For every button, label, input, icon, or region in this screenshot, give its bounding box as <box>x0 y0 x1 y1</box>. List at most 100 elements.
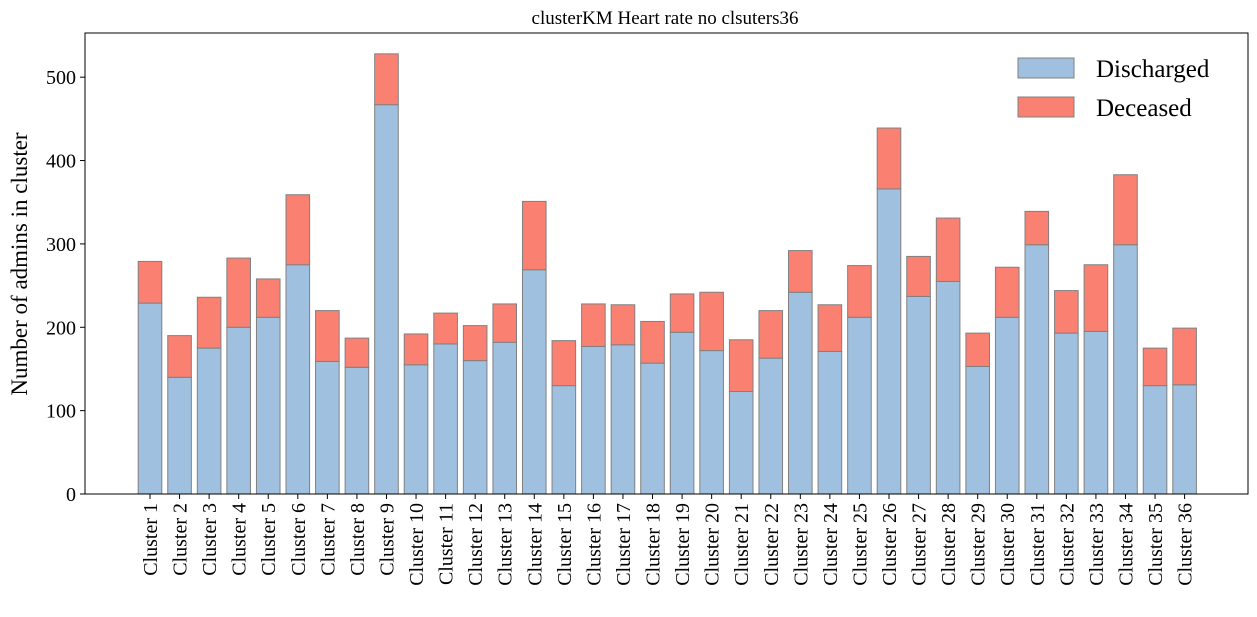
y-tick-label: 400 <box>46 151 76 173</box>
bar-discharged-30 <box>994 316 1020 495</box>
legend-swatch-discharged <box>1017 57 1075 79</box>
bar-deceased-5 <box>255 278 281 318</box>
bar-discharged-7 <box>315 360 340 495</box>
bar-deceased-31 <box>1024 210 1050 246</box>
legend-swatch-deceased <box>1017 96 1075 118</box>
bar-discharged-6 <box>285 264 311 495</box>
x-tick-label: Cluster 22 <box>761 503 783 586</box>
x-tick-label: Cluster 1 <box>140 503 162 576</box>
x-tick-label: Cluster 18 <box>643 503 665 586</box>
x-tick-label: Cluster 7 <box>317 503 339 576</box>
x-tick-label: Cluster 30 <box>997 503 1019 586</box>
bar-discharged-28 <box>935 280 961 495</box>
x-tick-label: Cluster 28 <box>938 503 960 586</box>
y-tick-label: 0 <box>66 484 76 506</box>
legend-label-discharged: Discharged <box>1096 56 1210 83</box>
bar-deceased-32 <box>1054 290 1079 334</box>
bar-deceased-3 <box>196 296 222 349</box>
x-tick-label: Cluster 16 <box>583 503 605 586</box>
bar-deceased-34 <box>1113 174 1138 246</box>
x-tick-label: Cluster 8 <box>347 503 369 576</box>
bar-discharged-3 <box>196 347 222 495</box>
bar-discharged-12 <box>462 360 488 495</box>
bar-discharged-35 <box>1142 385 1168 495</box>
x-tick-label: Cluster 5 <box>258 503 280 576</box>
bar-deceased-30 <box>994 266 1020 318</box>
x-tick-label: Cluster 11 <box>436 503 458 585</box>
bar-discharged-22 <box>758 357 784 495</box>
bar-discharged-17 <box>610 344 636 495</box>
x-tick-label: Cluster 29 <box>968 503 990 586</box>
bar-discharged-31 <box>1024 244 1050 495</box>
bar-deceased-36 <box>1172 327 1197 386</box>
bar-discharged-27 <box>906 295 931 495</box>
bar-deceased-8 <box>344 337 370 368</box>
bar-discharged-10 <box>403 364 429 495</box>
bar-discharged-15 <box>551 385 577 495</box>
bar-deceased-21 <box>728 339 754 392</box>
bar-deceased-11 <box>433 312 458 345</box>
bar-deceased-23 <box>788 250 813 293</box>
bar-deceased-33 <box>1083 264 1109 332</box>
bar-deceased-7 <box>315 310 340 362</box>
bar-discharged-13 <box>492 341 518 495</box>
bar-deceased-27 <box>906 255 931 297</box>
bar-deceased-14 <box>521 200 547 271</box>
bar-discharged-1 <box>137 302 163 495</box>
y-tick-label: 300 <box>46 234 76 256</box>
bar-discharged-29 <box>965 365 990 495</box>
bar-deceased-4 <box>226 257 251 328</box>
bar-discharged-23 <box>788 291 813 495</box>
bar-discharged-4 <box>226 326 251 495</box>
legend-label-deceased: Deceased <box>1096 95 1192 122</box>
chart-title: clusterKM Heart rate no clsuters36 <box>532 8 799 29</box>
bar-deceased-10 <box>403 333 429 366</box>
y-tick-label: 200 <box>46 317 76 339</box>
x-tick-label: Cluster 2 <box>170 503 192 576</box>
axes-layer: 0 100 200 300 400 500 Cluster 1 Cluster 2 Cluste… <box>46 32 1249 586</box>
bar-deceased-26 <box>876 127 902 190</box>
bars-layer <box>137 53 1197 495</box>
bar-discharged-36 <box>1172 384 1197 495</box>
x-tick-label: Cluster 21 <box>731 503 753 586</box>
bar-deceased-13 <box>492 303 518 343</box>
bar-discharged-9 <box>374 104 399 495</box>
bar-discharged-11 <box>433 343 458 495</box>
bar-deceased-25 <box>847 265 872 318</box>
bar-deceased-17 <box>610 304 636 346</box>
bar-discharged-26 <box>876 188 902 495</box>
bar-deceased-6 <box>285 194 311 266</box>
x-tick-label: Cluster 26 <box>879 503 901 586</box>
x-tick-label: Cluster 31 <box>1027 503 1049 586</box>
x-tick-label: Cluster 20 <box>702 503 724 586</box>
x-tick-label: Cluster 15 <box>554 503 576 586</box>
x-tick-label: Cluster 34 <box>1115 503 1137 586</box>
x-tick-label: Cluster 6 <box>288 503 310 576</box>
x-tick-label: Cluster 32 <box>1056 503 1078 586</box>
bar-discharged-32 <box>1054 332 1079 495</box>
bar-discharged-16 <box>581 345 606 495</box>
bar-deceased-2 <box>167 335 192 378</box>
x-tick-label: Cluster 25 <box>849 503 871 586</box>
x-tick-label: Cluster 24 <box>820 503 842 586</box>
x-tick-label: Cluster 17 <box>613 503 635 586</box>
bar-discharged-24 <box>817 350 843 495</box>
x-tick-label: Cluster 23 <box>790 503 812 586</box>
bar-discharged-14 <box>521 269 547 495</box>
bar-deceased-29 <box>965 332 990 367</box>
y-tick-label: 100 <box>46 401 76 423</box>
bar-discharged-5 <box>255 316 281 495</box>
x-tick-label: Cluster 33 <box>1086 503 1108 586</box>
x-tick-label: Cluster 4 <box>229 503 251 576</box>
bar-discharged-19 <box>669 331 695 495</box>
bar-discharged-34 <box>1113 244 1138 495</box>
bar-deceased-35 <box>1142 347 1168 387</box>
bar-deceased-18 <box>640 320 665 364</box>
x-tick-label: Cluster 10 <box>406 503 428 586</box>
bar-discharged-2 <box>167 376 192 495</box>
bar-discharged-18 <box>640 362 665 495</box>
plot-frame <box>84 32 1249 495</box>
x-tick-label: Cluster 9 <box>376 503 398 576</box>
bar-deceased-15 <box>551 340 577 387</box>
